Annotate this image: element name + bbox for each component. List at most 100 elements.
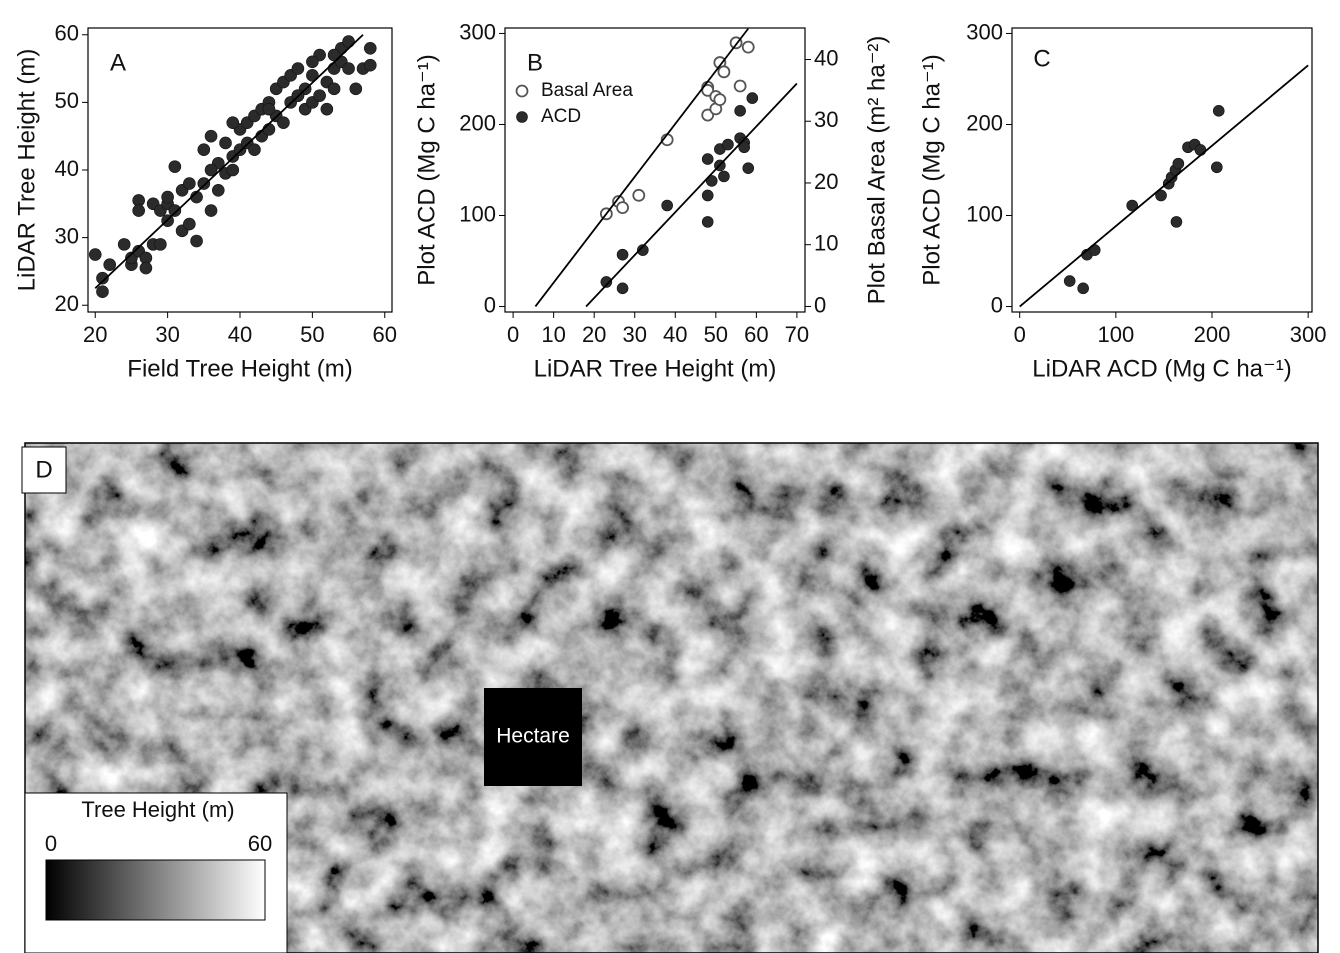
point	[1077, 282, 1089, 295]
point	[248, 143, 261, 157]
y2-tick-label: 40	[814, 45, 838, 70]
point	[306, 69, 319, 82]
panel-label: C	[1033, 45, 1050, 72]
panel-label: B	[527, 49, 543, 76]
point	[738, 141, 750, 154]
point	[262, 123, 276, 136]
point	[183, 177, 196, 190]
y-tick-label: 60	[55, 21, 79, 46]
point	[1170, 216, 1183, 228]
colorbar-min: 0	[45, 831, 57, 856]
point	[742, 162, 755, 174]
point	[616, 248, 629, 261]
colorbar-max: 60	[248, 831, 272, 856]
x-tick-label: 30	[155, 322, 179, 347]
point	[262, 102, 276, 116]
point	[190, 234, 203, 248]
point	[139, 261, 153, 275]
point	[291, 62, 305, 75]
point	[168, 204, 182, 217]
x-tick-label: 60	[373, 322, 397, 347]
plot-frame	[1011, 27, 1313, 313]
y-tick-label: 100	[966, 201, 1003, 226]
x-tick-label: 20	[582, 322, 606, 347]
point	[718, 170, 730, 183]
y-tick-label: 0	[484, 292, 496, 317]
colorbar	[45, 859, 266, 921]
open-point	[741, 40, 755, 54]
x-axis-label: LiDAR ACD (Mg C ha⁻¹)	[1032, 355, 1291, 382]
x-axis-label: LiDAR Tree Height (m)	[534, 355, 777, 382]
x-tick-label: 30	[622, 322, 646, 347]
map-border	[24, 442, 1319, 953]
legend-marker	[516, 111, 528, 123]
point	[183, 217, 196, 231]
x-tick-label: 0	[1014, 322, 1026, 347]
y2-tick-label: 30	[814, 107, 838, 132]
point	[197, 177, 211, 190]
point	[722, 138, 734, 151]
point	[313, 89, 326, 102]
point	[1063, 275, 1076, 287]
y-tick-label: 300	[459, 19, 496, 44]
point	[746, 92, 759, 104]
point	[88, 248, 102, 261]
y-axis-label: Plot ACD (Mg C ha⁻¹)	[918, 54, 945, 285]
point	[1172, 157, 1185, 170]
y-tick-label: 200	[459, 110, 496, 135]
point	[197, 143, 211, 157]
y2-axis-label: Plot Basal Area (m² ha⁻²)	[863, 36, 890, 305]
point	[1194, 144, 1207, 156]
y-tick-label: 50	[55, 88, 79, 113]
fit-line	[585, 82, 798, 308]
point	[161, 190, 174, 204]
x-tick-label: 100	[1097, 322, 1134, 347]
point	[616, 282, 629, 295]
y-tick-label: 300	[966, 19, 1003, 44]
point	[600, 276, 613, 288]
legend-label: ACD	[541, 106, 581, 127]
point	[168, 160, 182, 173]
open-point	[616, 201, 629, 215]
point	[306, 55, 319, 69]
y-tick-label: 100	[459, 201, 496, 226]
y-tick-label: 40	[55, 156, 79, 181]
point	[204, 163, 218, 177]
panel-label: A	[110, 49, 126, 76]
point	[96, 271, 109, 285]
plot-frame	[504, 27, 806, 313]
open-point	[733, 79, 747, 93]
panel-label: D	[35, 456, 52, 483]
point	[96, 285, 109, 299]
point	[320, 102, 334, 116]
fit-line	[94, 34, 364, 289]
point	[226, 163, 240, 177]
point	[211, 183, 225, 197]
y2-tick-label: 20	[814, 169, 838, 194]
point	[1126, 199, 1138, 212]
y-tick-label: 200	[966, 110, 1003, 135]
point	[219, 136, 232, 150]
legend-marker	[515, 84, 529, 98]
point	[342, 62, 355, 75]
x-tick-label: 70	[785, 322, 809, 347]
fit-line	[534, 28, 749, 307]
x-tick-label: 50	[300, 322, 324, 347]
point	[103, 258, 117, 271]
x-axis-label: Field Tree Height (m)	[127, 355, 352, 382]
panel-d: D Hectare Tree Height (m) 0 60	[21, 442, 1319, 953]
point	[327, 82, 341, 96]
y-tick-label: 0	[991, 292, 1003, 317]
point	[734, 105, 746, 117]
point	[204, 204, 218, 217]
x-tick-label: 10	[541, 322, 565, 347]
point	[363, 58, 377, 72]
point	[1211, 161, 1223, 174]
point	[117, 238, 131, 251]
point	[349, 82, 363, 96]
y2-tick-label: 10	[814, 231, 838, 256]
point	[701, 153, 714, 165]
colorbar-title: Tree Height (m)	[81, 797, 234, 822]
point	[226, 116, 240, 129]
